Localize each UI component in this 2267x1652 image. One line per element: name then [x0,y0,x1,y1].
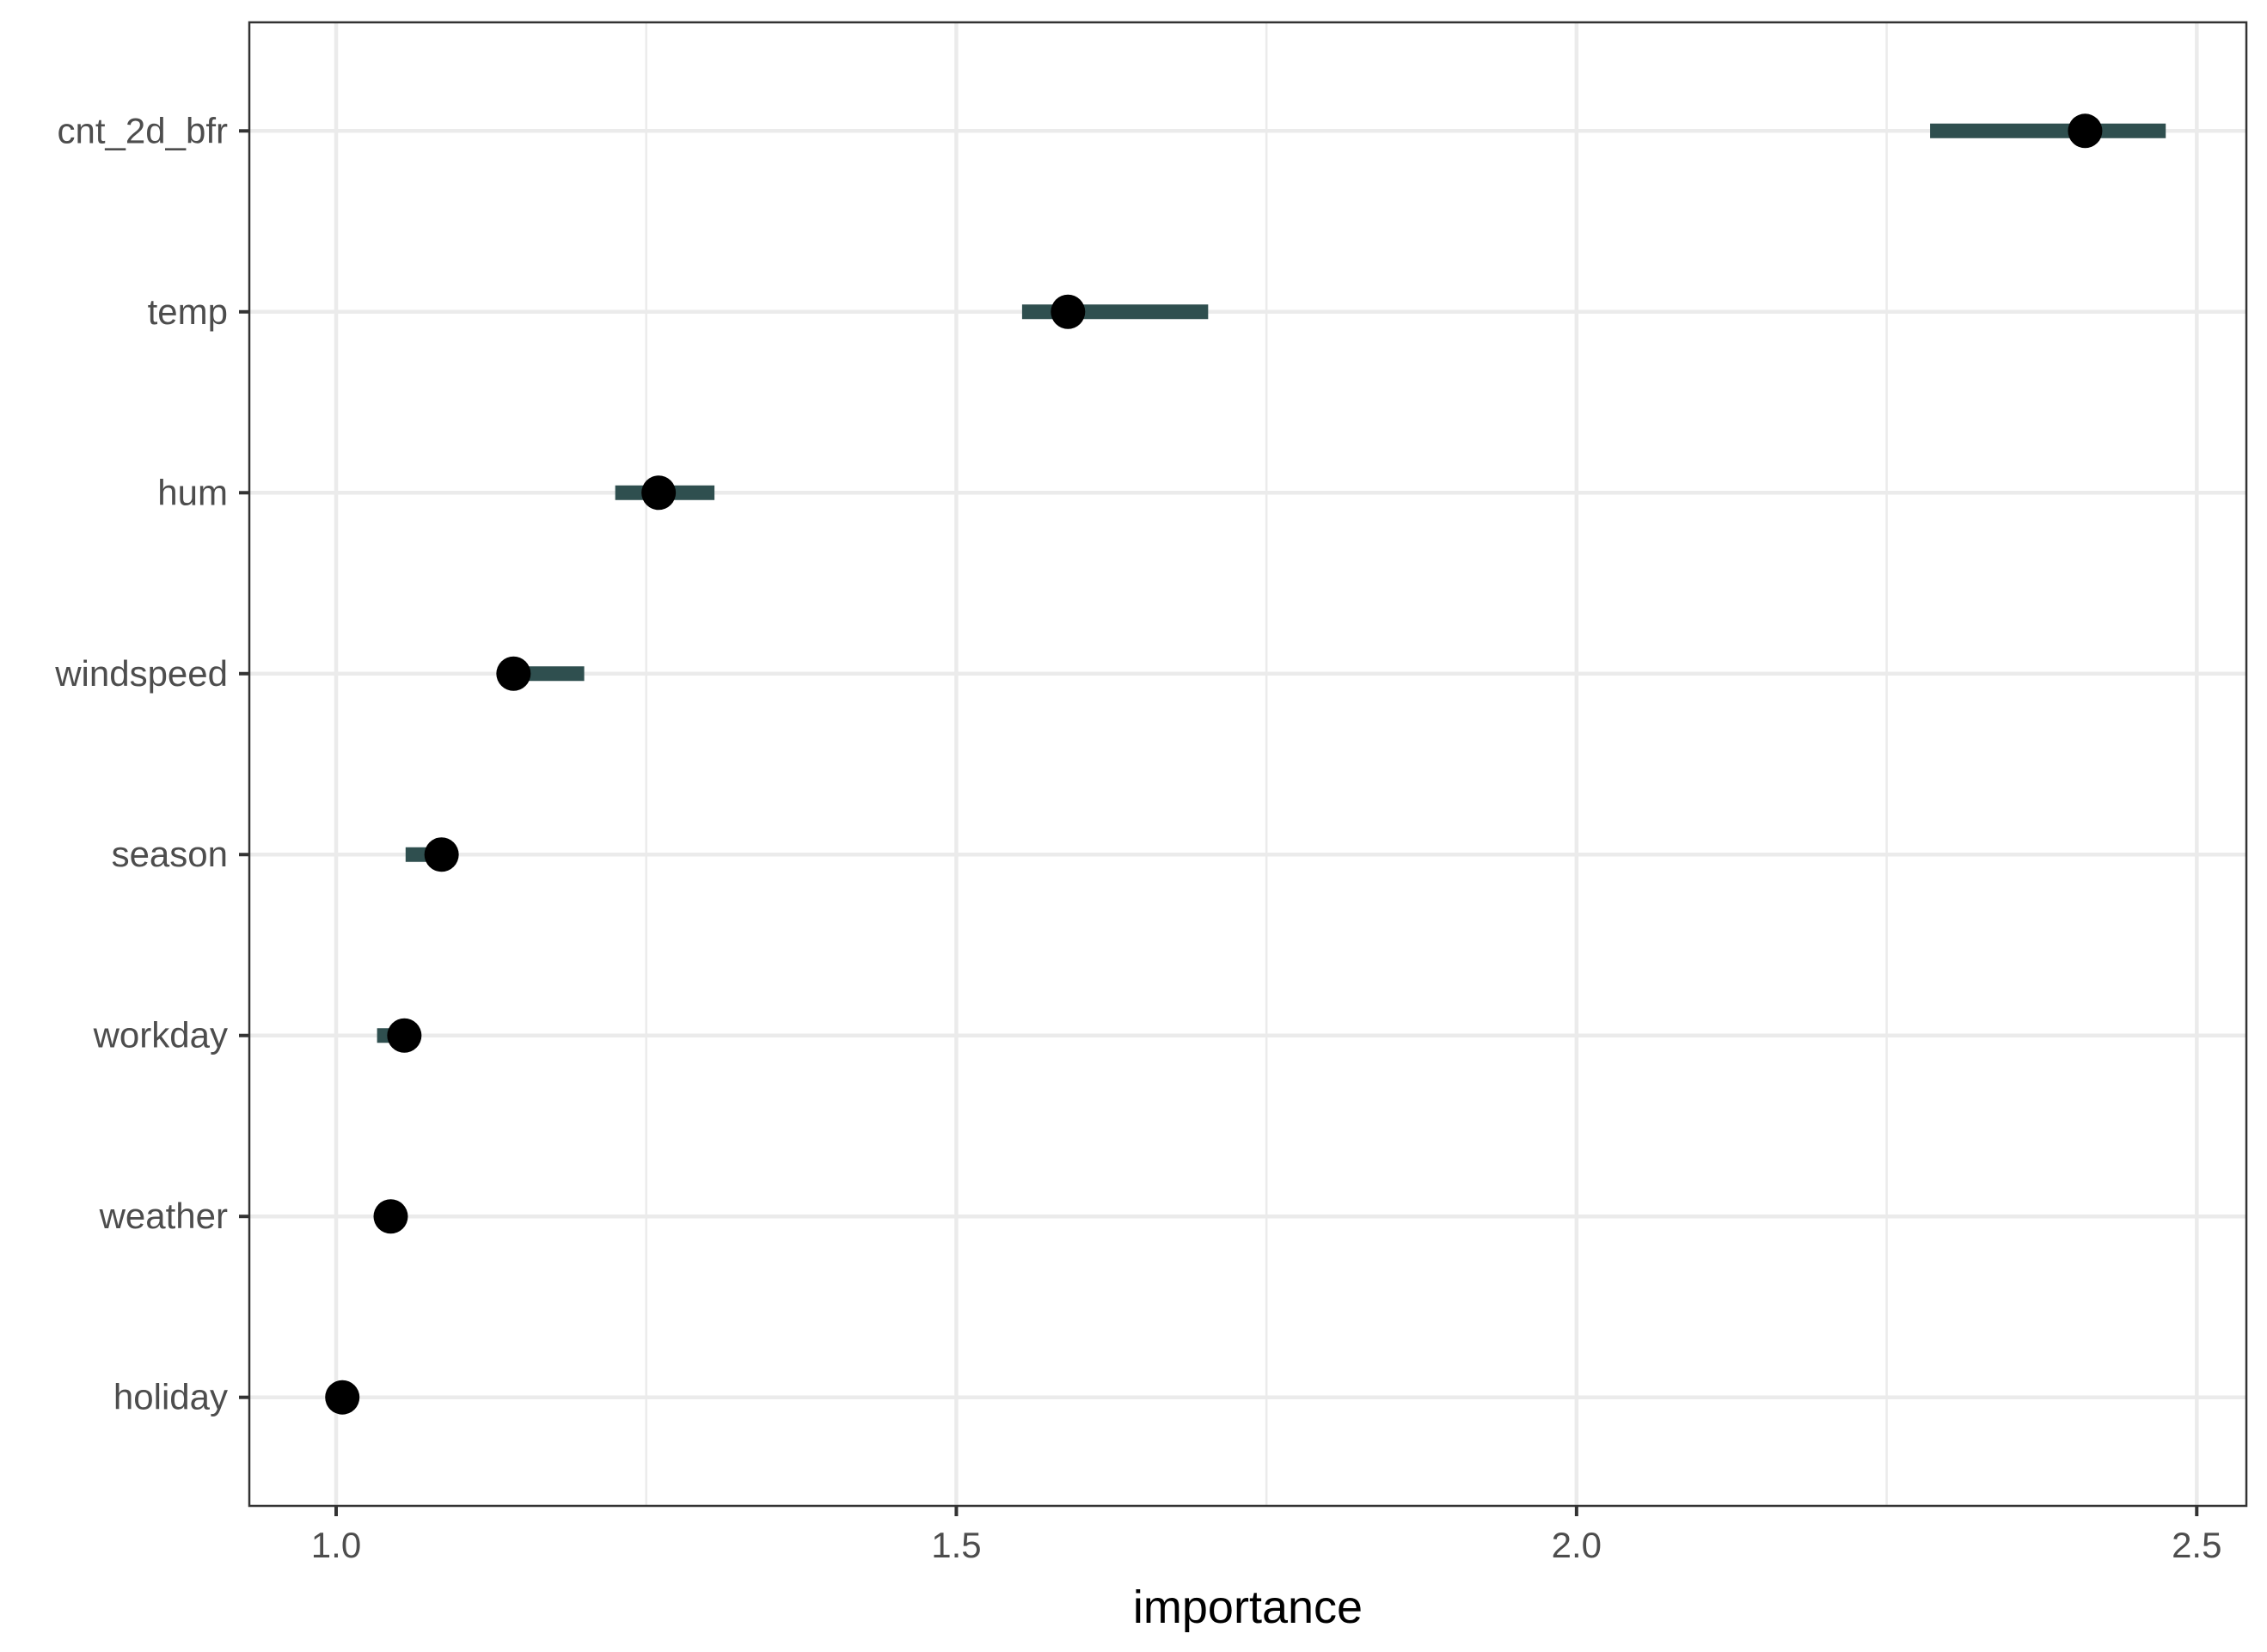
y-tick-label-season: season [112,834,228,874]
point-hum [641,475,677,511]
y-tick-label-hum: hum [157,472,228,512]
panel-border [248,21,2248,1508]
y-tick-label-temp: temp [148,291,228,332]
x-axis-title: importance [1133,1582,1363,1633]
y-tick-label-workday: workday [93,1015,228,1055]
importance-points [325,113,2103,1415]
point-season [424,837,459,872]
x-tick-label: 2.5 [2172,1525,2221,1565]
point-cnt_2d_bfr [2068,113,2103,149]
point-holiday [325,1380,360,1415]
x-tick-label: 1.5 [931,1525,981,1565]
x-tick-label: 2.0 [1552,1525,1602,1565]
y-tick-label-windspeed: windspeed [54,653,228,694]
point-windspeed [496,656,531,691]
x-tick-label: 1.0 [311,1525,361,1565]
y-tick-label-cnt_2d_bfr: cnt_2d_bfr [58,110,228,150]
x-axis-ticks: 1.0 1.5 2.0 2.5 [311,1506,2221,1565]
y-tick-label-holiday: holiday [113,1377,228,1417]
point-temp [1051,294,1086,329]
point-workday [387,1018,422,1053]
y-tick-label-weather: weather [99,1196,228,1236]
point-weather [373,1199,408,1234]
grid-lines [249,22,2246,1506]
